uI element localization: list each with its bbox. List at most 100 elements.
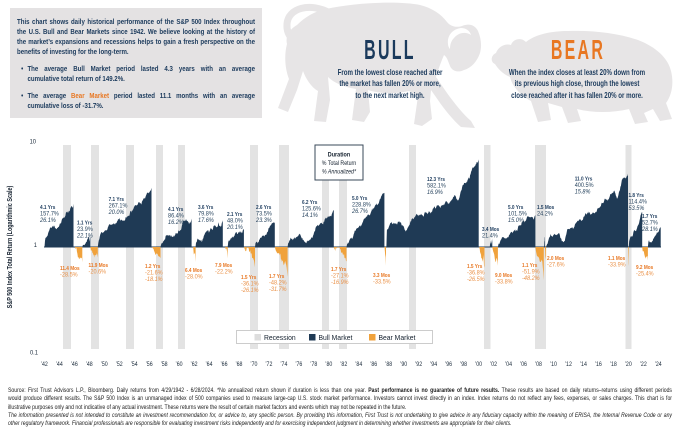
svg-text:’78: ’78 — [310, 362, 317, 368]
svg-text:2.1 Yrs: 2.1 Yrs — [227, 211, 242, 218]
svg-text:-36.8%: -36.8% — [467, 270, 485, 276]
svg-text:-22.2%: -22.2% — [215, 269, 233, 275]
svg-text:’70: ’70 — [250, 362, 257, 368]
svg-text:86.4%: 86.4% — [168, 213, 184, 219]
svg-text:26.1%: 26.1% — [39, 218, 56, 224]
svg-text:-33.5%: -33.5% — [373, 279, 391, 285]
svg-text:’98: ’98 — [460, 362, 467, 368]
svg-text:4.1 Yrs: 4.1 Yrs — [40, 204, 55, 211]
svg-text:-27.1%: -27.1% — [331, 273, 349, 279]
svg-text:1.1 Yrs: 1.1 Yrs — [522, 262, 537, 269]
svg-text:16.2%: 16.2% — [168, 220, 184, 226]
svg-text:5.0 Yrs: 5.0 Yrs — [508, 204, 523, 211]
svg-text:’56: ’56 — [146, 362, 153, 368]
svg-text:0.1: 0.1 — [30, 349, 38, 357]
svg-text:Recession: Recession — [264, 335, 296, 342]
svg-text:16.9%: 16.9% — [427, 190, 443, 196]
svg-text:7.1 Yrs: 7.1 Yrs — [109, 196, 124, 203]
svg-text:12.3 Yrs: 12.3 Yrs — [427, 176, 445, 183]
svg-text:’76: ’76 — [295, 362, 302, 368]
svg-text:-28.5%: -28.5% — [60, 272, 78, 278]
svg-text:1.8 Yrs: 1.8 Yrs — [629, 192, 644, 199]
svg-text:’20: ’20 — [625, 362, 632, 368]
svg-text:’60: ’60 — [176, 362, 183, 368]
svg-text:3.3 Mos: 3.3 Mos — [373, 272, 390, 279]
svg-text:’02: ’02 — [490, 362, 497, 368]
svg-text:53.5%: 53.5% — [629, 206, 645, 212]
svg-text:-33.9%: -33.9% — [608, 262, 626, 268]
svg-text:-25.4%: -25.4% — [636, 271, 654, 277]
svg-text:1.5 Mos: 1.5 Mos — [537, 204, 554, 211]
svg-text:48.0%: 48.0% — [227, 218, 243, 224]
svg-text:’24: ’24 — [655, 362, 663, 368]
svg-text:’50: ’50 — [101, 362, 108, 368]
svg-text:1.7 Yrs: 1.7 Yrs — [642, 213, 657, 220]
svg-text:9.2 Mos: 9.2 Mos — [636, 264, 653, 271]
svg-text:’94: ’94 — [430, 362, 438, 368]
svg-text:Duration: Duration — [328, 152, 351, 158]
svg-text:’90: ’90 — [400, 362, 407, 368]
svg-text:-31.7%: -31.7% — [269, 287, 287, 293]
svg-text:23.9%: 23.9% — [77, 227, 93, 233]
svg-text:3.6 Yrs: 3.6 Yrs — [198, 204, 213, 211]
svg-text:-48.2%: -48.2% — [269, 280, 287, 286]
svg-text:Bull Market: Bull Market — [319, 335, 353, 342]
svg-text:5.0 Yrs: 5.0 Yrs — [352, 195, 367, 202]
svg-text:’92: ’92 — [415, 362, 422, 368]
svg-text:15.8%: 15.8% — [575, 189, 591, 195]
svg-text:’82: ’82 — [340, 362, 347, 368]
svg-text:21.4%: 21.4% — [482, 233, 498, 239]
svg-text:23.3%: 23.3% — [255, 218, 272, 224]
svg-text:% Annualized*: % Annualized* — [322, 169, 357, 175]
svg-text:-27.6%: -27.6% — [547, 262, 565, 268]
svg-text:582.1%: 582.1% — [427, 183, 447, 189]
svg-text:’88: ’88 — [385, 362, 392, 368]
svg-text:20.1%: 20.1% — [226, 225, 243, 231]
svg-text:S&P 500 Index Total Return (Lo: S&P 500 Index Total Return (Logarithmic … — [6, 186, 14, 309]
svg-text:’48: ’48 — [86, 362, 93, 368]
svg-text:’08: ’08 — [535, 362, 542, 368]
svg-text:1.7 Yrs: 1.7 Yrs — [331, 266, 346, 273]
svg-text:-51.9%: -51.9% — [522, 269, 540, 275]
svg-text:-33.8%: -33.8% — [495, 279, 513, 285]
svg-text:’64: ’64 — [205, 362, 213, 368]
svg-text:’14: ’14 — [580, 362, 588, 368]
svg-text:’10: ’10 — [550, 362, 557, 368]
svg-text:6.2 Yrs: 6.2 Yrs — [302, 199, 317, 206]
svg-text:28.1%: 28.1% — [641, 227, 658, 233]
svg-text:-16.9%: -16.9% — [331, 280, 349, 286]
svg-text:’62: ’62 — [191, 362, 198, 368]
svg-text:-26.1%: -26.1% — [241, 288, 259, 294]
svg-text:20.0%: 20.0% — [108, 210, 125, 216]
svg-text:’66: ’66 — [220, 362, 227, 368]
svg-text:114.4%: 114.4% — [629, 199, 648, 205]
svg-text:4.1 Yrs: 4.1 Yrs — [168, 206, 183, 213]
svg-text:22.1%: 22.1% — [76, 233, 93, 239]
svg-text:-26.5%: -26.5% — [467, 277, 485, 283]
svg-text:’46: ’46 — [71, 362, 78, 368]
svg-text:6.4 Mos: 6.4 Mos — [185, 267, 202, 274]
svg-text:-21.6%: -21.6% — [145, 270, 163, 276]
svg-text:2.6 Yrs: 2.6 Yrs — [256, 204, 271, 211]
svg-text:17.6%: 17.6% — [198, 218, 214, 224]
svg-text:% Total Return: % Total Return — [322, 161, 356, 167]
svg-text:14.1%: 14.1% — [302, 213, 318, 219]
svg-text:’80: ’80 — [325, 362, 332, 368]
svg-text:125.6%: 125.6% — [302, 206, 322, 212]
svg-text:73.5%: 73.5% — [256, 211, 272, 217]
svg-text:2.0 Mos: 2.0 Mos — [547, 255, 564, 262]
svg-text:26.7%: 26.7% — [351, 209, 368, 215]
svg-text:’12: ’12 — [565, 362, 572, 368]
svg-text:-48.2%: -48.2% — [522, 276, 540, 282]
svg-text:10: 10 — [30, 138, 37, 146]
svg-text:-28.0%: -28.0% — [185, 274, 203, 280]
svg-text:’72: ’72 — [265, 362, 272, 368]
svg-text:1.1 Mos: 1.1 Mos — [608, 255, 625, 262]
svg-text:7.9 Mos: 7.9 Mos — [215, 262, 232, 269]
svg-text:-18.1%: -18.1% — [145, 277, 163, 283]
svg-text:157.7%: 157.7% — [40, 211, 60, 217]
svg-text:’52: ’52 — [116, 362, 123, 368]
svg-text:’44: ’44 — [56, 362, 64, 368]
svg-text:1.5 Yrs: 1.5 Yrs — [467, 263, 482, 270]
svg-text:24.2%: 24.2% — [537, 211, 553, 217]
